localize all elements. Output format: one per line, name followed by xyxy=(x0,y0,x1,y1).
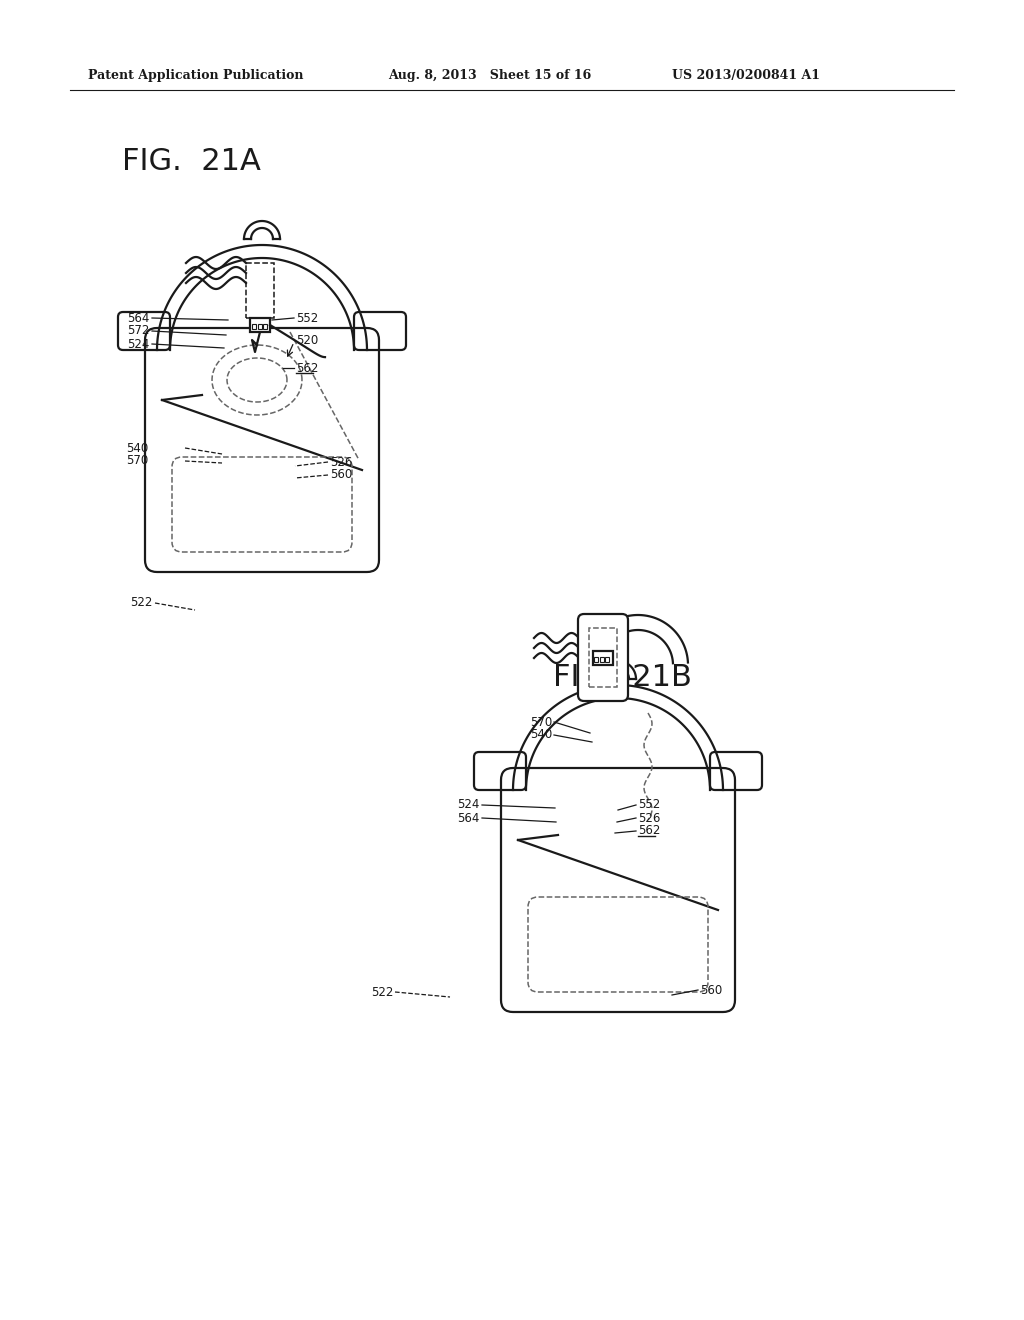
Bar xyxy=(593,651,613,664)
Bar xyxy=(599,656,603,661)
Text: 570: 570 xyxy=(126,454,148,467)
Text: Patent Application Publication: Patent Application Publication xyxy=(88,69,303,82)
Bar xyxy=(246,263,274,318)
Bar xyxy=(257,323,261,329)
Text: 540: 540 xyxy=(126,441,148,454)
FancyBboxPatch shape xyxy=(118,312,170,350)
FancyBboxPatch shape xyxy=(710,752,762,789)
Text: 552: 552 xyxy=(296,312,318,325)
FancyBboxPatch shape xyxy=(578,614,628,701)
Text: 570: 570 xyxy=(529,715,552,729)
FancyBboxPatch shape xyxy=(354,312,406,350)
Text: 564: 564 xyxy=(458,812,480,825)
FancyBboxPatch shape xyxy=(474,752,526,789)
Text: US 2013/0200841 A1: US 2013/0200841 A1 xyxy=(672,69,820,82)
Text: 562: 562 xyxy=(296,362,318,375)
Text: 560: 560 xyxy=(700,983,722,997)
Text: 524: 524 xyxy=(128,338,150,351)
Text: 562: 562 xyxy=(638,825,660,837)
Text: 552: 552 xyxy=(638,799,660,812)
Text: 522: 522 xyxy=(130,597,153,610)
Text: 540: 540 xyxy=(529,729,552,742)
Bar xyxy=(250,318,270,333)
Text: FIG.  21B: FIG. 21B xyxy=(553,664,692,693)
Text: 526: 526 xyxy=(330,455,352,469)
Bar xyxy=(594,656,598,661)
Text: 526: 526 xyxy=(638,812,660,825)
Text: 524: 524 xyxy=(458,799,480,812)
Bar xyxy=(589,628,617,686)
Text: 560: 560 xyxy=(330,469,352,482)
Text: 564: 564 xyxy=(128,312,150,325)
Text: 522: 522 xyxy=(371,986,393,998)
Text: 572: 572 xyxy=(128,325,150,338)
Text: Aug. 8, 2013   Sheet 15 of 16: Aug. 8, 2013 Sheet 15 of 16 xyxy=(388,69,591,82)
Text: FIG.  21A: FIG. 21A xyxy=(122,148,261,177)
Bar xyxy=(252,323,256,329)
Text: 520: 520 xyxy=(296,334,318,346)
Bar xyxy=(605,656,609,661)
Bar xyxy=(263,323,267,329)
